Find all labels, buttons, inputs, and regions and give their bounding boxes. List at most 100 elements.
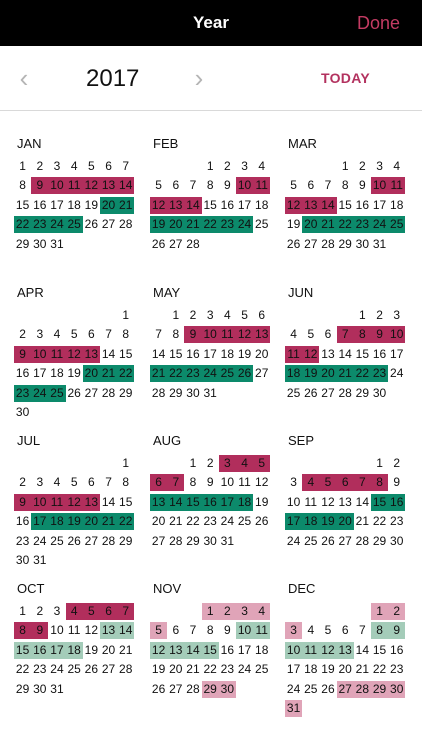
day-cell[interactable]: 27	[84, 385, 99, 400]
day-cell[interactable]: 9	[370, 326, 389, 344]
day-cell[interactable]: 1	[376, 456, 383, 470]
day-cell[interactable]: 6	[172, 623, 180, 638]
day-cell[interactable]: 13	[302, 196, 320, 214]
day-cell[interactable]: 25	[388, 216, 406, 234]
day-cell[interactable]: 27	[304, 236, 318, 251]
day-cell[interactable]: 26	[84, 662, 99, 677]
day-cell[interactable]: 11	[67, 623, 81, 638]
day-cell[interactable]: 18	[48, 513, 66, 531]
day-cell[interactable]: 20	[167, 216, 185, 234]
day-cell[interactable]: 9	[224, 623, 231, 638]
day-cell[interactable]: 10	[370, 177, 389, 195]
day-cell[interactable]: 6	[172, 178, 180, 193]
day-cell[interactable]: 15	[119, 346, 133, 361]
day-cell[interactable]: 10	[286, 494, 301, 509]
day-cell[interactable]: 23	[203, 514, 217, 529]
day-cell[interactable]: 28	[186, 681, 200, 696]
day-cell[interactable]: 1	[359, 308, 366, 322]
day-cell[interactable]: 31	[285, 699, 303, 717]
day-cell[interactable]: 14	[117, 177, 135, 195]
day-cell[interactable]: 25	[237, 514, 252, 529]
day-cell[interactable]: 7	[117, 603, 135, 620]
day-cell[interactable]: 2	[359, 159, 366, 173]
day-cell[interactable]: 24	[286, 533, 301, 548]
day-cell[interactable]: 4	[290, 327, 297, 342]
day-cell[interactable]: 4	[302, 474, 320, 492]
day-cell[interactable]: 24	[48, 216, 66, 234]
day-cell[interactable]: 15	[201, 641, 219, 659]
day-cell[interactable]: 12	[65, 493, 83, 511]
day-cell[interactable]: 15	[355, 346, 370, 361]
day-cell[interactable]: 28	[186, 236, 200, 251]
day-cell[interactable]: 7	[105, 327, 112, 342]
day-cell[interactable]: 13	[253, 326, 271, 344]
day-cell[interactable]: 15	[119, 494, 133, 509]
day-cell[interactable]: 22	[117, 513, 135, 531]
day-cell[interactable]: 12	[321, 494, 335, 509]
day-cell[interactable]: 27	[321, 385, 335, 400]
day-cell[interactable]: 25	[286, 385, 301, 400]
day-cell[interactable]: 4	[235, 455, 254, 472]
day-cell[interactable]: 19	[65, 513, 83, 531]
day-cell[interactable]: 26	[67, 533, 81, 548]
day-cell[interactable]: 30	[355, 236, 370, 251]
day-cell[interactable]: 17	[372, 197, 387, 212]
day-cell[interactable]: 25	[50, 533, 64, 548]
day-cell[interactable]: 7	[105, 475, 112, 490]
day-cell[interactable]: 14	[167, 493, 185, 511]
day-cell[interactable]: 3	[36, 327, 44, 342]
day-cell[interactable]: 18	[50, 366, 64, 381]
day-cell[interactable]: 24	[237, 662, 252, 677]
day-cell[interactable]: 26	[67, 385, 81, 400]
day-cell[interactable]: 4	[53, 475, 61, 490]
day-cell[interactable]: 1	[122, 456, 130, 470]
day-cell[interactable]: 27	[101, 217, 116, 232]
day-cell[interactable]: 26	[84, 217, 99, 232]
day-cell[interactable]: 17	[237, 197, 252, 212]
day-cell[interactable]: 27	[169, 681, 183, 696]
day-cell[interactable]: 28	[101, 385, 116, 400]
day-cell[interactable]: 1	[189, 456, 197, 470]
day-cell[interactable]: 14	[184, 641, 202, 659]
day-cell[interactable]: 9	[31, 622, 49, 640]
day-cell[interactable]: 6	[336, 474, 354, 492]
day-cell[interactable]: 7	[336, 326, 354, 344]
day-cell[interactable]: 7	[353, 474, 371, 492]
day-cell[interactable]: 18	[255, 197, 269, 212]
day-cell[interactable]: 18	[65, 641, 83, 659]
day-cell[interactable]: 21	[99, 513, 118, 531]
day-cell[interactable]: 27	[101, 662, 116, 677]
day-cell[interactable]: 13	[99, 622, 118, 640]
day-cell[interactable]: 8	[353, 326, 371, 344]
day-cell[interactable]: 28	[353, 680, 371, 698]
day-cell[interactable]: 19	[255, 494, 269, 509]
day-cell[interactable]: 9	[206, 475, 214, 490]
day-cell[interactable]: 24	[50, 662, 64, 677]
day-cell[interactable]: 30	[218, 680, 236, 698]
day-cell[interactable]: 10	[235, 622, 254, 640]
day-cell[interactable]: 20	[302, 216, 320, 234]
day-cell[interactable]: 18	[255, 642, 269, 657]
day-cell[interactable]: 21	[319, 216, 337, 234]
day-cell[interactable]: 2	[224, 159, 231, 173]
day-cell[interactable]: 21	[186, 662, 200, 677]
day-cell[interactable]: 1	[201, 603, 219, 620]
day-cell[interactable]: 11	[65, 177, 83, 195]
day-cell[interactable]: 28	[151, 385, 166, 400]
day-cell[interactable]: 13	[150, 493, 168, 511]
day-cell[interactable]: 26	[255, 514, 269, 529]
day-cell[interactable]: 18	[302, 513, 320, 531]
day-cell[interactable]: 30	[15, 404, 30, 419]
day-cell[interactable]: 15	[370, 493, 389, 511]
day-cell[interactable]: 27	[336, 680, 354, 698]
day-cell[interactable]: 14	[355, 642, 370, 657]
day-cell[interactable]: 28	[338, 385, 352, 400]
day-cell[interactable]: 8	[172, 327, 180, 342]
day-cell[interactable]: 14	[101, 346, 116, 361]
day-cell[interactable]: 20	[82, 365, 100, 383]
done-button[interactable]: Done	[356, 13, 400, 33]
day-cell[interactable]: 26	[304, 385, 318, 400]
day-cell[interactable]: 23	[184, 365, 202, 383]
day-cell[interactable]: 16	[390, 642, 404, 657]
day-cell[interactable]: 17	[33, 366, 47, 381]
